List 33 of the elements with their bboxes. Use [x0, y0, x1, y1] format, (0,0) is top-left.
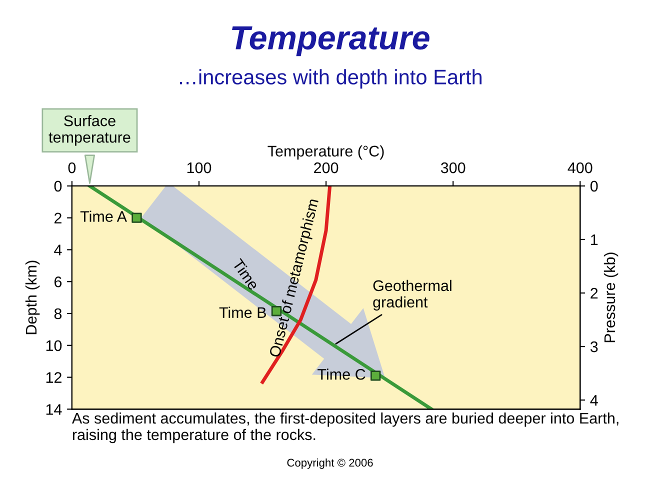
y-tick-label: 6 — [54, 276, 62, 288]
point — [271, 306, 282, 316]
x-axis-title: Temperature (°C) — [268, 145, 384, 160]
annotation: Time C — [318, 368, 366, 380]
y-tick-label: 14 — [46, 404, 62, 415]
x-tick-label: 0 — [68, 162, 76, 174]
point — [132, 212, 142, 223]
y2-tick-label: 4 — [590, 395, 598, 406]
x-tick-label: 200 — [314, 162, 338, 174]
annotation: Time A — [80, 210, 127, 222]
y2-tick-label: 1 — [591, 234, 598, 246]
text: Copyright © 2006 — [287, 458, 373, 469]
y2-tick-label: 3 — [590, 341, 598, 352]
text: As sediment accumulates, the first-deposited layers are buried deeper into Earth, raising the temperature of the rocks. — [72, 412, 618, 444]
x-tick-label: 100 — [187, 162, 212, 174]
y2-axis-title: Pressure (kb) — [604, 252, 618, 342]
point — [370, 370, 381, 381]
y-tick-label: 4 — [54, 244, 62, 256]
annotation: Surface temperature — [48, 115, 130, 146]
annotation: Time B — [219, 306, 266, 318]
y-tick-label: 12 — [46, 372, 62, 383]
x-tick-label: 300 — [440, 162, 466, 174]
annotation: Geothermal gradient — [373, 280, 452, 311]
y2-tick-label: 0 — [590, 180, 598, 192]
y-tick-label: 0 — [54, 180, 62, 192]
chart-title: Temperature — [232, 26, 430, 56]
chart-subtitle: …increases with depth into Earth — [180, 69, 482, 89]
y-axis-title: Depth (km) — [25, 260, 40, 334]
y-tick-label: 8 — [54, 308, 62, 320]
y-tick-label: 2 — [54, 212, 62, 224]
y2-tick-label: 2 — [590, 288, 598, 299]
y-tick-label: 10 — [46, 340, 62, 352]
x-tick-label: 400 — [568, 162, 592, 174]
